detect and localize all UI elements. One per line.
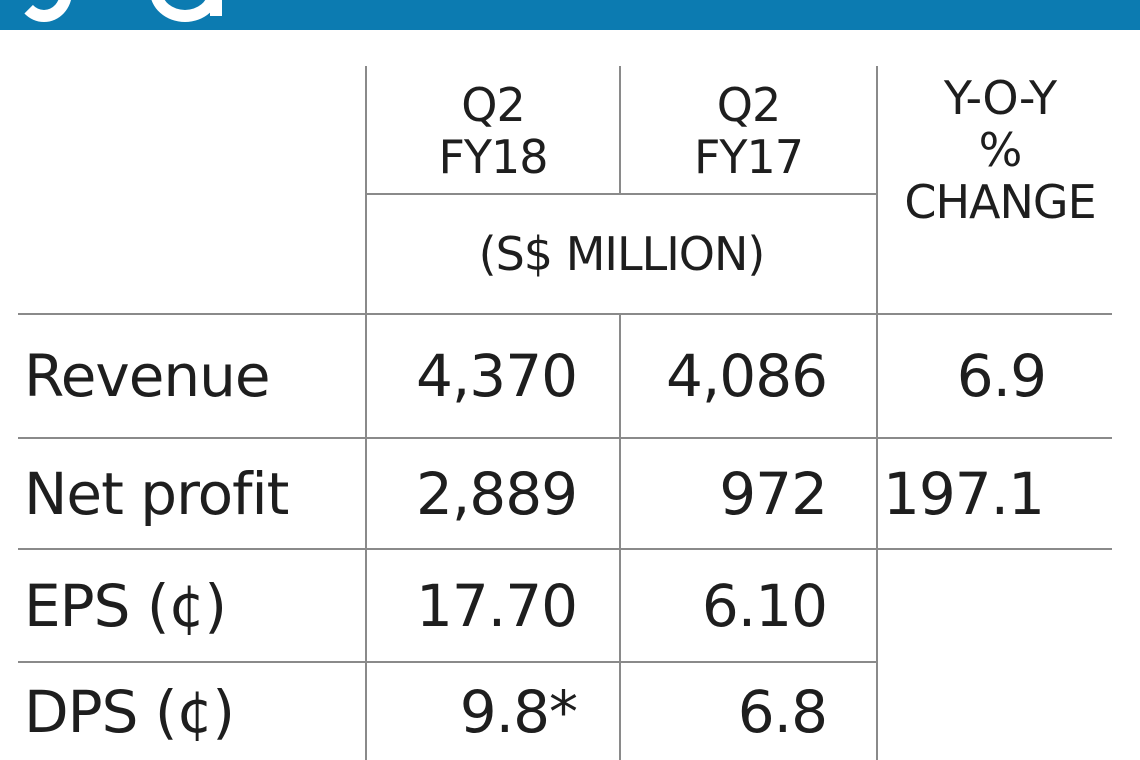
row-label-eps: EPS (¢) [24, 571, 227, 640]
cell-dps-q2fy17: 6.8 [737, 677, 828, 746]
grid-line-horizontal [18, 661, 876, 663]
grid-line-vertical [619, 66, 621, 194]
cell-eps-q2fy18: 17.70 [415, 571, 578, 640]
column-header-q2fy18: Q2 FY18 [367, 68, 619, 193]
grid-line-horizontal [18, 437, 1112, 439]
cell-net-profit-q2fy18: 2,889 [415, 459, 578, 528]
grid-line-vertical [619, 314, 621, 760]
row-label-revenue: Revenue [24, 342, 271, 410]
cell-eps-yoy [878, 550, 1044, 661]
column-header-line: Q2 [461, 77, 525, 132]
cell-net-profit-yoy: 197.1 [882, 459, 1045, 528]
header-band [0, 0, 1140, 30]
cell-revenue-q2fy18: 4,370 [415, 342, 578, 410]
unit-note: (S$ MILLION) [478, 227, 766, 281]
column-header-line: FY17 [693, 129, 804, 184]
cell-dps-yoy [878, 663, 1044, 760]
column-header-line: Q2 [716, 77, 781, 132]
cell-revenue-yoy: 6.9 [956, 342, 1047, 410]
cropped-title-glyph [16, 0, 72, 22]
column-header-line: FY18 [438, 129, 548, 184]
column-header-line: Y-O-Y [943, 71, 1057, 125]
cell-net-profit-q2fy17: 972 [719, 459, 828, 528]
grid-line-vertical [876, 66, 878, 760]
column-header-yoy-change: Y-O-Y % CHANGE [878, 72, 1122, 252]
grid-line-vertical [365, 66, 367, 760]
grid-line-horizontal [18, 313, 1112, 315]
row-label-net-profit: Net profit [24, 459, 289, 528]
column-header-line: % [978, 123, 1023, 177]
cell-revenue-q2fy17: 4,086 [665, 342, 828, 410]
cropped-title-glyph [210, 0, 222, 16]
grid-line-horizontal [18, 548, 1112, 550]
grid-line-horizontal [367, 193, 876, 195]
cell-dps-q2fy18: 9.8* [459, 677, 578, 746]
column-header-line: CHANGE [904, 175, 1096, 229]
column-header-q2fy17: Q2 FY17 [621, 68, 876, 193]
cell-eps-q2fy17: 6.10 [701, 571, 828, 640]
row-label-dps: DPS (¢) [24, 677, 235, 746]
